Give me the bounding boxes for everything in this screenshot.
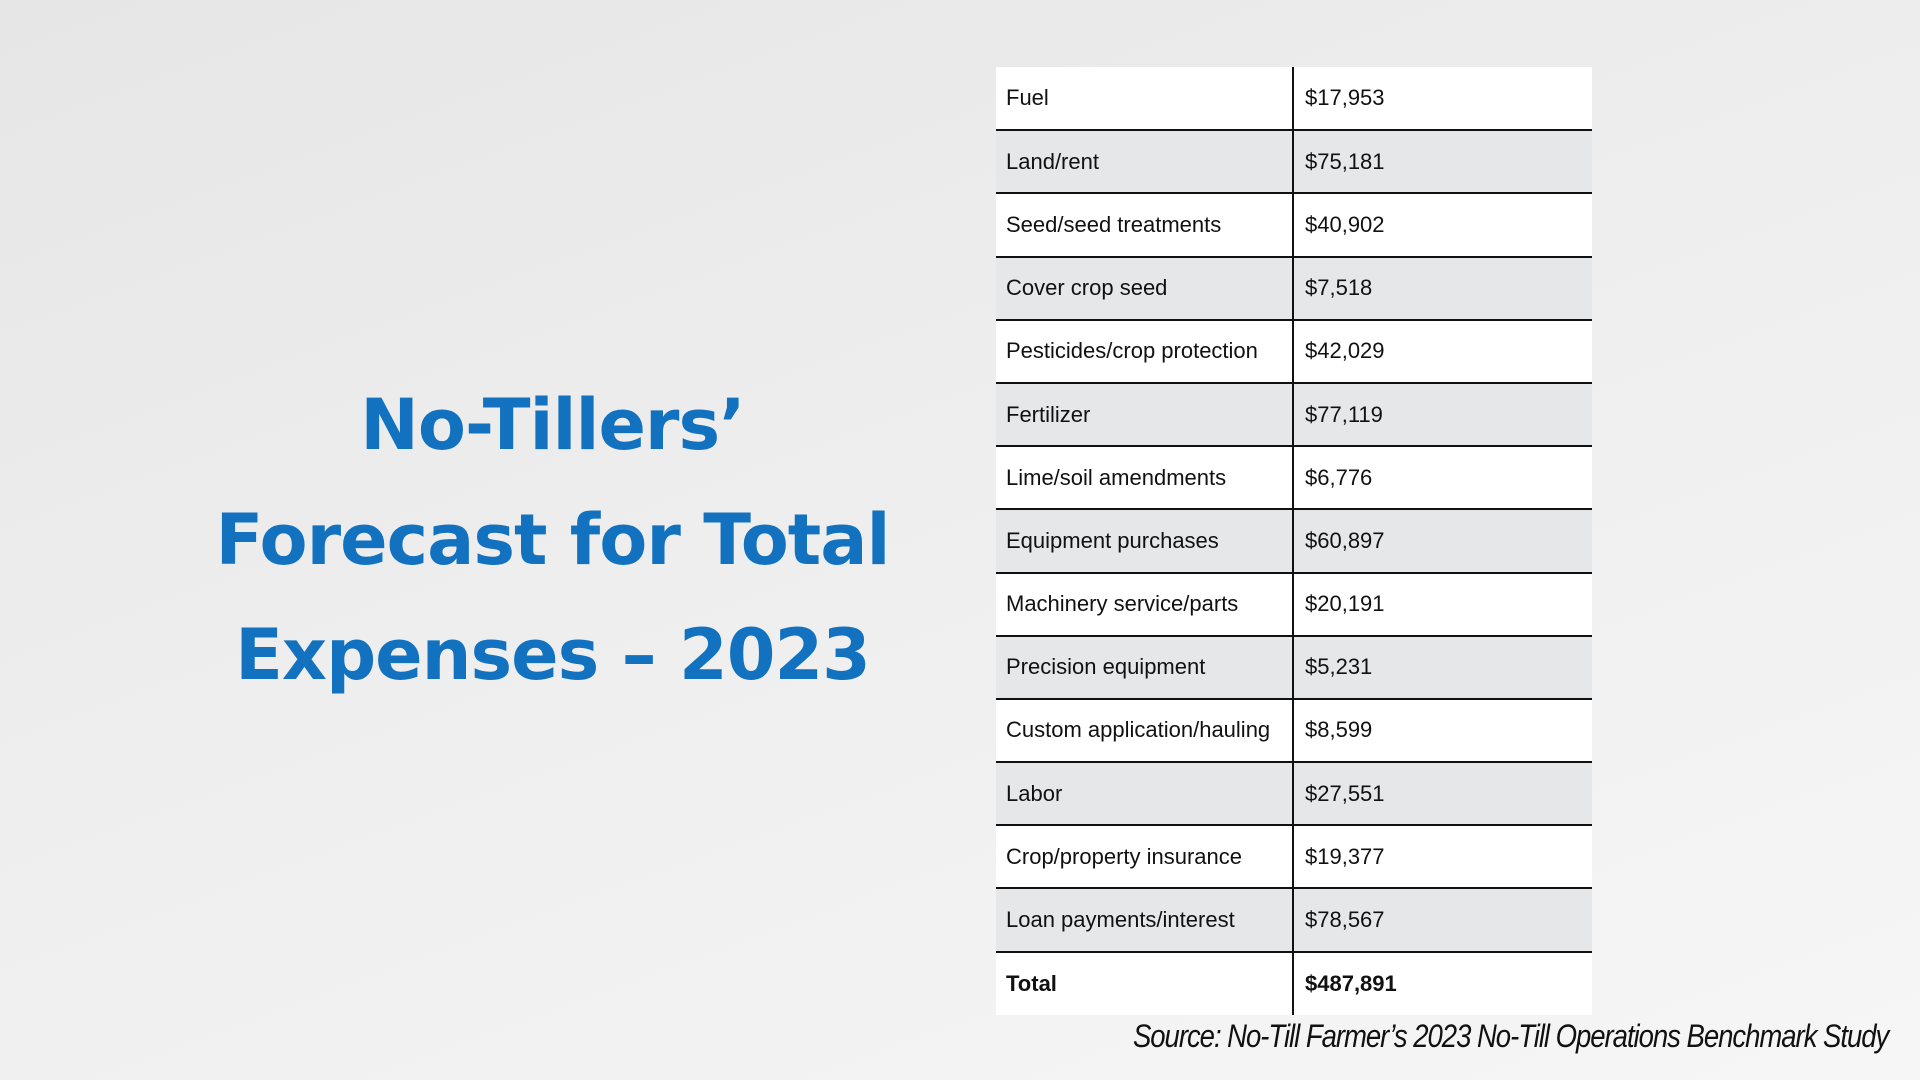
table-row: Cover crop seed $7,518 [996, 256, 1592, 321]
title-line-1: No-Tillers’ [360, 384, 745, 466]
expense-item: Machinery service/parts [996, 572, 1294, 637]
expense-item: Land/rent [996, 130, 1294, 195]
table-row: Land/rent $75,181 [996, 130, 1592, 195]
total-label: Total [996, 951, 1294, 1015]
expense-item: Crop/property insurance [996, 825, 1294, 890]
expense-amount: $78,567 [1293, 888, 1592, 953]
expense-item: Seed/seed treatments [996, 193, 1294, 258]
table-row: Crop/property insurance $19,377 [996, 825, 1592, 890]
expense-item: Fuel [996, 67, 1294, 132]
expense-item: Cover crop seed [996, 256, 1294, 321]
expense-item: Lime/soil amendments [996, 446, 1294, 511]
expense-amount: $27,551 [1293, 762, 1592, 827]
title-line-2: Forecast for Total [215, 499, 891, 581]
expense-table: Fuel $17,953 Land/rent $75,181 Seed/seed… [996, 67, 1592, 1015]
expense-amount: $20,191 [1293, 572, 1592, 637]
expense-item: Fertilizer [996, 382, 1294, 448]
table-row: Precision equipment $5,231 [996, 635, 1592, 700]
table-row: Equipment purchases $60,897 [996, 509, 1592, 574]
expense-amount: $6,776 [1293, 446, 1592, 511]
table-row: Seed/seed treatments $40,902 [996, 193, 1592, 258]
expense-amount: $19,377 [1293, 825, 1592, 890]
source-citation: Source: No-Till Farmer’s 2023 No-Till Op… [1132, 1018, 1889, 1054]
expense-item: Equipment purchases [996, 509, 1294, 574]
total-amount: $487,891 [1293, 951, 1592, 1015]
expense-amount: $40,902 [1293, 193, 1592, 258]
expense-item: Custom application/hauling [996, 698, 1294, 764]
table-row: Custom application/hauling $8,599 [996, 698, 1592, 764]
table-row: Labor $27,551 [996, 762, 1592, 827]
table-row: Fuel $17,953 [996, 67, 1592, 132]
table-row: Loan payments/interest $78,567 [996, 888, 1592, 953]
table-row: Fertilizer $77,119 [996, 382, 1592, 448]
total-row: Total $487,891 [996, 951, 1592, 1015]
expense-amount: $75,181 [1293, 130, 1592, 195]
expense-amount: $17,953 [1293, 67, 1592, 132]
title-line-3: Expenses – 2023 [235, 614, 871, 696]
expense-item: Loan payments/interest [996, 888, 1294, 953]
expense-item: Pesticides/crop protection [996, 319, 1294, 384]
expense-item: Precision equipment [996, 635, 1294, 700]
expense-amount: $8,599 [1293, 698, 1592, 764]
table-row: Lime/soil amendments $6,776 [996, 446, 1592, 511]
expense-amount: $42,029 [1293, 319, 1592, 384]
slide-title: No-Tillers’ Forecast for Total Expenses … [180, 368, 925, 713]
expense-amount: $60,897 [1293, 509, 1592, 574]
expense-amount: $5,231 [1293, 635, 1592, 700]
table-row: Pesticides/crop protection $42,029 [996, 319, 1592, 384]
expense-amount: $77,119 [1293, 382, 1592, 448]
table-row: Machinery service/parts $20,191 [996, 572, 1592, 637]
expense-item: Labor [996, 762, 1294, 827]
expense-amount: $7,518 [1293, 256, 1592, 321]
